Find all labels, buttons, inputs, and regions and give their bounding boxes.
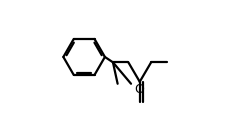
Text: O: O — [134, 83, 144, 96]
